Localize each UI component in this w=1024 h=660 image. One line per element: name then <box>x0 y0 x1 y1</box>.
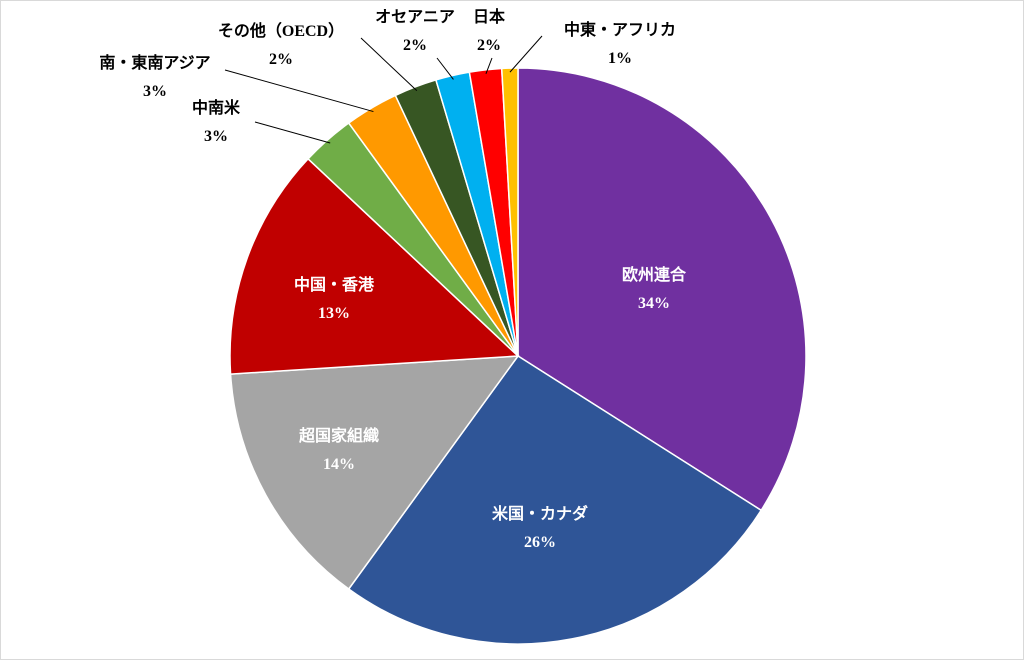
slice-label-4: 中南米 <box>192 98 241 117</box>
pie-slice-9 <box>500 67 519 357</box>
slice-label-6: その他（OECD） <box>218 21 344 40</box>
slice-percent-1: 26% <box>524 534 556 551</box>
leader-line-5 <box>224 69 374 113</box>
slice-labels: 欧州連合 34% 米国・カナダ 26% 超国家組織 14% 中国・香港 13% 中南米 3% 南・東… <box>99 7 687 551</box>
slice-label-8: 日本 <box>473 7 505 26</box>
slice-percent-7: 2% <box>403 37 427 54</box>
slice-label-7: オセアニア <box>375 8 455 26</box>
slice-percent-8: 2% <box>477 37 501 54</box>
slice-label-0: 欧州連合 <box>622 265 687 284</box>
pie-slice-1 <box>347 354 763 645</box>
slice-percent-6: 2% <box>269 51 293 68</box>
slice-label-2: 超国家組織 <box>298 426 379 445</box>
pie-slice-0 <box>517 67 807 512</box>
leader-line-6 <box>360 37 418 92</box>
pie-slice-3 <box>229 157 520 375</box>
leader-line-4 <box>254 121 331 144</box>
pie-slices <box>229 67 807 645</box>
slice-percent-3: 13% <box>318 305 350 322</box>
leader-lines <box>224 35 543 144</box>
slice-label-5: 南・東南アジア <box>99 53 210 72</box>
slice-label-1: 米国・カナダ <box>492 504 588 523</box>
slice-percent-2: 14% <box>323 456 355 473</box>
leader-line-9 <box>509 35 543 73</box>
slice-percent-4: 3% <box>204 128 228 145</box>
leader-line-7 <box>436 57 454 80</box>
slice-percent-5: 3% <box>143 83 167 100</box>
slice-percent-0: 34% <box>638 295 670 312</box>
slice-percent-9: 1% <box>608 50 632 67</box>
leader-line-8 <box>485 57 493 74</box>
pie-slice-2 <box>229 355 520 591</box>
slice-label-3: 中国・香港 <box>294 275 375 294</box>
slice-label-9: 中東・アフリカ <box>564 20 676 39</box>
